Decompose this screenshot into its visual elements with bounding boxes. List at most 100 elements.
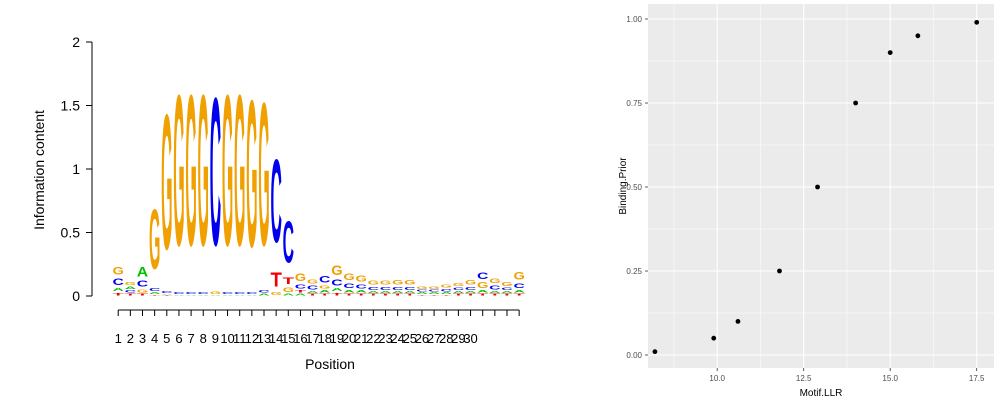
logo-letter-G: G [465, 279, 477, 286]
logo-letter-T: T [380, 293, 391, 296]
logo-letter-A: A [210, 295, 221, 296]
logo-x-tick-label: 29 [451, 331, 465, 346]
logo-letter-T: T [113, 292, 126, 296]
scatter-point [777, 268, 782, 274]
logo-letter-A: A [283, 294, 294, 296]
scatter-y-tick-label: 0.75 [626, 99, 642, 108]
logo-x-tick-label: 9 [212, 331, 219, 346]
logo-letter-C: C [258, 290, 269, 294]
logo-letter-T: T [137, 293, 148, 296]
logo-letter-G: G [489, 278, 501, 285]
logo-x-tick-label: 13 [257, 331, 271, 346]
logo-letter-A: A [368, 291, 379, 293]
logo-x-tick-label: 26 [415, 331, 429, 346]
logo-letter-A: A [404, 291, 415, 293]
logo-letter-A: A [295, 294, 306, 296]
logo-letter-C: C [489, 284, 501, 291]
logo-letter-C: C [149, 287, 161, 292]
logo-letter-C: C [428, 290, 439, 292]
logo-letter-C: C [368, 286, 380, 291]
scatter-y-tick-label: 1.00 [626, 15, 642, 24]
logo-letter-G: G [270, 291, 281, 296]
logo-x-tick-label: 20 [342, 331, 356, 346]
logo-letter-C: C [283, 211, 294, 277]
logo-letter-C: C [246, 292, 257, 294]
logo-letter-T: T [270, 269, 281, 292]
logo-y-tick-label: 2 [72, 34, 80, 50]
logo-letter-G: G [416, 286, 427, 290]
logo-letter-G: G [404, 279, 416, 286]
logo-letter-A: A [343, 290, 354, 294]
logo-x-tick-label: 2 [127, 331, 134, 346]
logo-letter-C: C [222, 292, 233, 294]
logo-letter-C: C [125, 290, 136, 294]
scatter-chart: 10.0 12.5 15.0 17.5 0.00 0.25 0.50 0.75 1.00 Mot… [618, 4, 994, 399]
logo-letter-A: A [356, 290, 367, 294]
logo-letter-C: C [295, 283, 307, 290]
scatter-y-axis-label: Binding.Prior [618, 157, 629, 215]
logo-letter-A: A [234, 295, 245, 296]
logo-x-tick-label: 4 [151, 331, 158, 346]
logo-letter-A: A [137, 265, 149, 280]
logo-letter-C: C [270, 134, 281, 267]
scatter-point [711, 335, 717, 341]
logo-letter-G: G [380, 280, 391, 286]
logo-letter-T: T [428, 295, 439, 296]
logo-letter-T: T [465, 293, 476, 296]
logo-letter-C: C [234, 292, 245, 294]
scatter-x-axis-label: Motif.LLR [800, 388, 843, 399]
logo-column: ACG [234, 51, 245, 296]
logo-y-axis: 0 0.5 1 1.5 2 [61, 34, 93, 304]
logo-letter-G: G [234, 51, 245, 291]
scatter-y-tick-label: 0.25 [626, 267, 642, 276]
logo-letter-G: G [307, 279, 318, 285]
logo-letter-C: C [331, 278, 342, 287]
logo-x-tick-label: 22 [366, 331, 380, 346]
logo-x-tick-label: 10 [220, 331, 234, 346]
logo-letter-A: A [246, 295, 257, 296]
logo-letter-A: A [149, 292, 160, 294]
logo-letter-T: T [149, 295, 160, 296]
logo-x-axis-label: Position [305, 356, 355, 372]
logo-letter-T: T [125, 293, 136, 296]
logo-letter-C: C [380, 286, 392, 291]
logo-letter-C: C [161, 291, 172, 293]
logo-column: GTC [270, 134, 281, 296]
logo-letter-G: G [392, 279, 404, 286]
sequence-logo-chart: 00.511.52 1 2 3 4 5 6 7 8 9 101112131415161718192… [31, 34, 525, 372]
logo-letter-C: C [307, 284, 319, 291]
logo-letter-T: T [489, 293, 500, 296]
logo-x-tick-label: 30 [463, 331, 477, 346]
logo-x-tick-label: 11 [233, 331, 247, 346]
logo-x-tick-label: 25 [403, 331, 417, 346]
logo-letter-A: A [380, 291, 391, 293]
logo-letter-G: G [113, 264, 124, 277]
logo-column: ACG [246, 56, 257, 296]
logo-letter-G: G [149, 192, 160, 287]
logo-letter-T: T [343, 293, 354, 296]
logo-x-tick-label: 28 [439, 331, 453, 346]
logo-letter-C: C [416, 290, 427, 292]
scatter-point [915, 33, 921, 39]
logo-letter-T: T [368, 293, 379, 296]
logo-letter-C: C [319, 274, 330, 285]
logo-column: ACG [173, 51, 184, 296]
logo-letter-A: A [331, 287, 343, 292]
logo-y-tick-label: 0.5 [61, 225, 81, 241]
logo-letter-G: G [319, 285, 330, 290]
logo-letter-G: G [173, 51, 184, 291]
logo-letter-C: C [453, 287, 464, 291]
logo-letter-G: G [295, 270, 306, 283]
logo-x-tick-label: 19 [330, 331, 344, 346]
logo-x-tick-label: 6 [175, 331, 182, 346]
logo-letter-G: G [477, 281, 488, 290]
